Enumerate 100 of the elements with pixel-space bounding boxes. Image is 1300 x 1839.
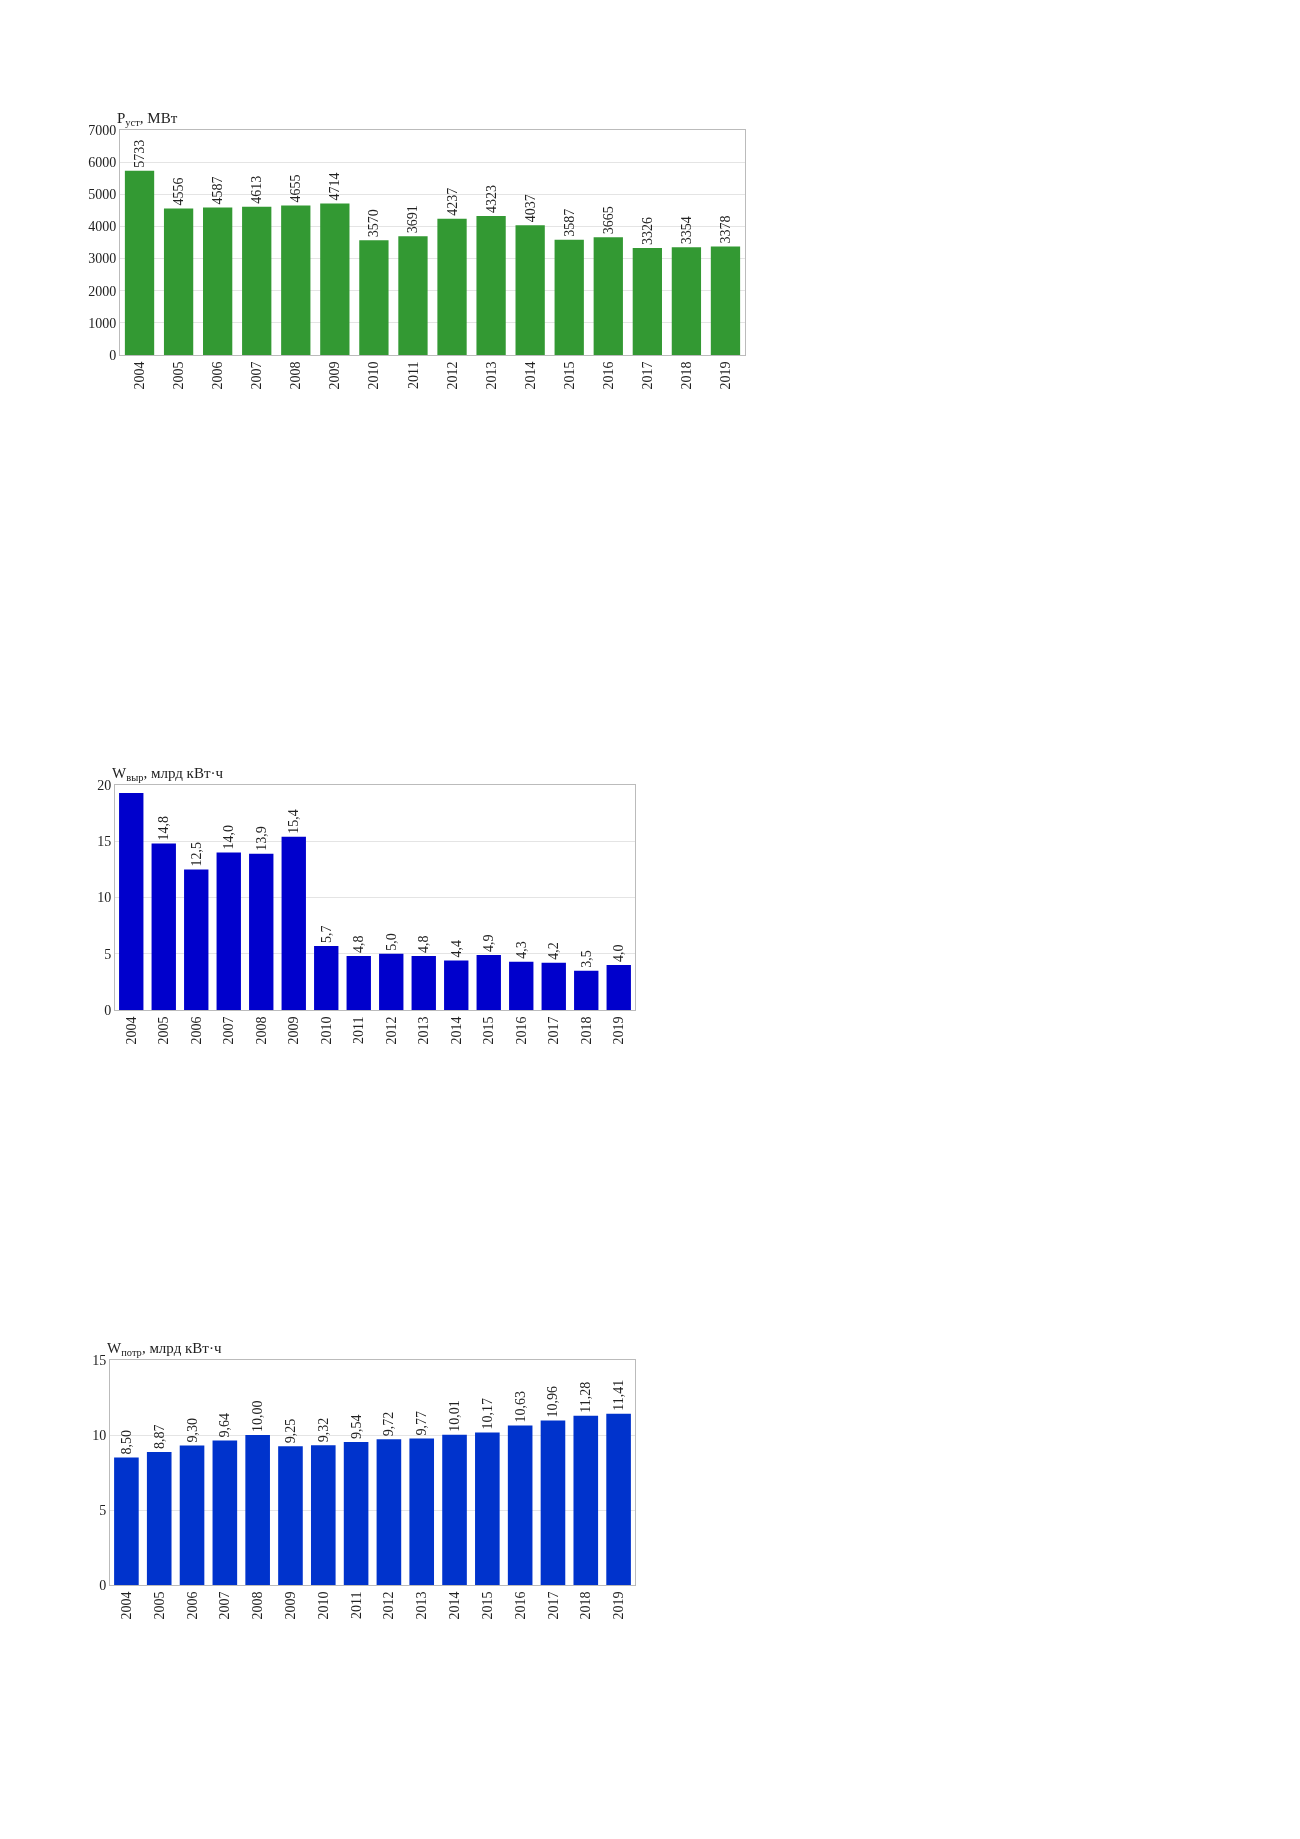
- y-tick-label: 20: [97, 777, 112, 793]
- x-tick-label: 2014: [447, 1591, 463, 1620]
- data-label: 10,63: [512, 1391, 528, 1423]
- x-tick-label: 2005: [151, 1591, 167, 1620]
- data-label: 4037: [522, 194, 538, 223]
- x-tick-label: 2006: [184, 1591, 200, 1620]
- data-label: 3587: [561, 208, 577, 237]
- y-tick-label: 15: [92, 1352, 107, 1368]
- y-tick-label: 1000: [88, 315, 117, 331]
- bar: [476, 216, 506, 355]
- y-axis-title: W$_{выр}$, млрд кВт·ч: [112, 765, 224, 784]
- data-label: 4,2: [546, 942, 562, 960]
- y-tick-label: 5000: [88, 187, 117, 203]
- y-tick-label: 2000: [88, 283, 117, 299]
- data-label: 5733: [132, 139, 148, 168]
- data-label: 9,54: [348, 1414, 364, 1439]
- bar: [475, 1432, 500, 1585]
- data-label: 14,8: [156, 816, 172, 841]
- y-axis-title: W$_{потр}$, млрд кВт·ч: [107, 1340, 222, 1359]
- y-axis-title: P$_{уст}$, МВт: [117, 110, 178, 129]
- data-label: 3570: [366, 209, 382, 238]
- x-tick-label: 2008: [253, 1016, 269, 1045]
- data-label: 3,5: [578, 950, 594, 968]
- x-tick-label: 2004: [123, 1016, 139, 1045]
- x-tick-label: 2016: [600, 361, 616, 390]
- y-tick-label: 5: [99, 1502, 107, 1518]
- bar: [343, 1441, 369, 1585]
- data-label: 4,4: [448, 940, 464, 958]
- x-tick-label: 2011: [348, 1591, 364, 1620]
- bar: [281, 836, 306, 1010]
- data-label: 10,17: [479, 1397, 495, 1430]
- bar: [541, 962, 566, 1010]
- x-tick-label: 2007: [221, 1016, 237, 1045]
- x-tick-label: 2018: [578, 1016, 594, 1045]
- bar: [151, 843, 176, 1010]
- data-label: 9,30: [184, 1418, 200, 1443]
- x-tick-label: 2018: [578, 1591, 594, 1620]
- x-tick-label: 2008: [288, 361, 304, 390]
- data-label: 4,9: [481, 934, 497, 952]
- bar: [184, 869, 209, 1010]
- bar: [179, 1445, 205, 1585]
- bar: [212, 1440, 238, 1585]
- x-tick-label: 2011: [405, 361, 421, 390]
- bar: [442, 1434, 467, 1585]
- x-tick-label: 2010: [318, 1016, 334, 1045]
- data-label: 13,9: [253, 826, 269, 851]
- data-label: 9,77: [414, 1410, 430, 1436]
- y-tick-label: 10: [92, 1427, 107, 1443]
- x-tick-label: 2017: [546, 1016, 562, 1045]
- x-tick-label: 2015: [561, 361, 577, 390]
- y-tick-label: 0: [104, 1002, 112, 1018]
- x-tick-label: 2010: [315, 1591, 331, 1620]
- x-tick-label: 2005: [156, 1016, 172, 1045]
- bar: [346, 956, 371, 1010]
- x-tick-label: 2007: [217, 1591, 233, 1620]
- bar: [242, 206, 272, 355]
- x-tick-label: 2016: [512, 1591, 528, 1620]
- bar: [554, 239, 584, 355]
- x-tick-label: 2016: [513, 1016, 529, 1045]
- x-tick-label: 2010: [366, 361, 382, 390]
- data-label: 9,64: [217, 1412, 233, 1438]
- bar: [245, 1435, 270, 1585]
- data-label: 14,0: [221, 825, 237, 850]
- y-tick-label: 15: [97, 834, 112, 850]
- x-tick-label: 2006: [210, 361, 226, 390]
- data-label: 4,8: [351, 935, 367, 953]
- bar: [606, 1413, 631, 1585]
- data-label: 4587: [210, 176, 226, 205]
- bar: [411, 956, 436, 1010]
- x-tick-label: 2008: [250, 1591, 266, 1620]
- x-tick-label: 2009: [286, 1016, 302, 1045]
- x-tick-label: 2014: [522, 361, 538, 390]
- x-tick-label: 2009: [283, 1591, 299, 1620]
- y-tick-label: 0: [109, 347, 117, 363]
- bar: [398, 236, 428, 355]
- bar: [540, 1420, 566, 1585]
- x-tick-label: 2019: [718, 361, 734, 390]
- bar: [124, 170, 155, 355]
- y-tick-label: 0: [99, 1577, 107, 1593]
- data-label: 4,3: [513, 941, 529, 959]
- x-tick-label: 2019: [611, 1591, 627, 1620]
- data-label: 8,87: [151, 1424, 167, 1449]
- x-tick-label: 2018: [678, 361, 694, 390]
- x-tick-label: 2015: [479, 1591, 495, 1620]
- data-label: 10,00: [250, 1400, 266, 1432]
- data-label: 3665: [600, 206, 616, 235]
- data-label: 11,28: [578, 1381, 594, 1413]
- bar: [216, 852, 241, 1010]
- bar: [573, 1415, 599, 1585]
- data-label: 3354: [678, 216, 694, 245]
- bar: [281, 205, 311, 355]
- bar: [249, 853, 274, 1010]
- data-label: 15,4: [286, 809, 302, 834]
- y-tick-label: 7000: [88, 122, 117, 138]
- data-label: 3326: [639, 217, 655, 246]
- y-tick-label: 10: [97, 890, 112, 906]
- bar: [710, 246, 741, 355]
- x-tick-label: 2013: [416, 1016, 432, 1045]
- bar: [379, 953, 404, 1010]
- bar: [507, 1425, 533, 1585]
